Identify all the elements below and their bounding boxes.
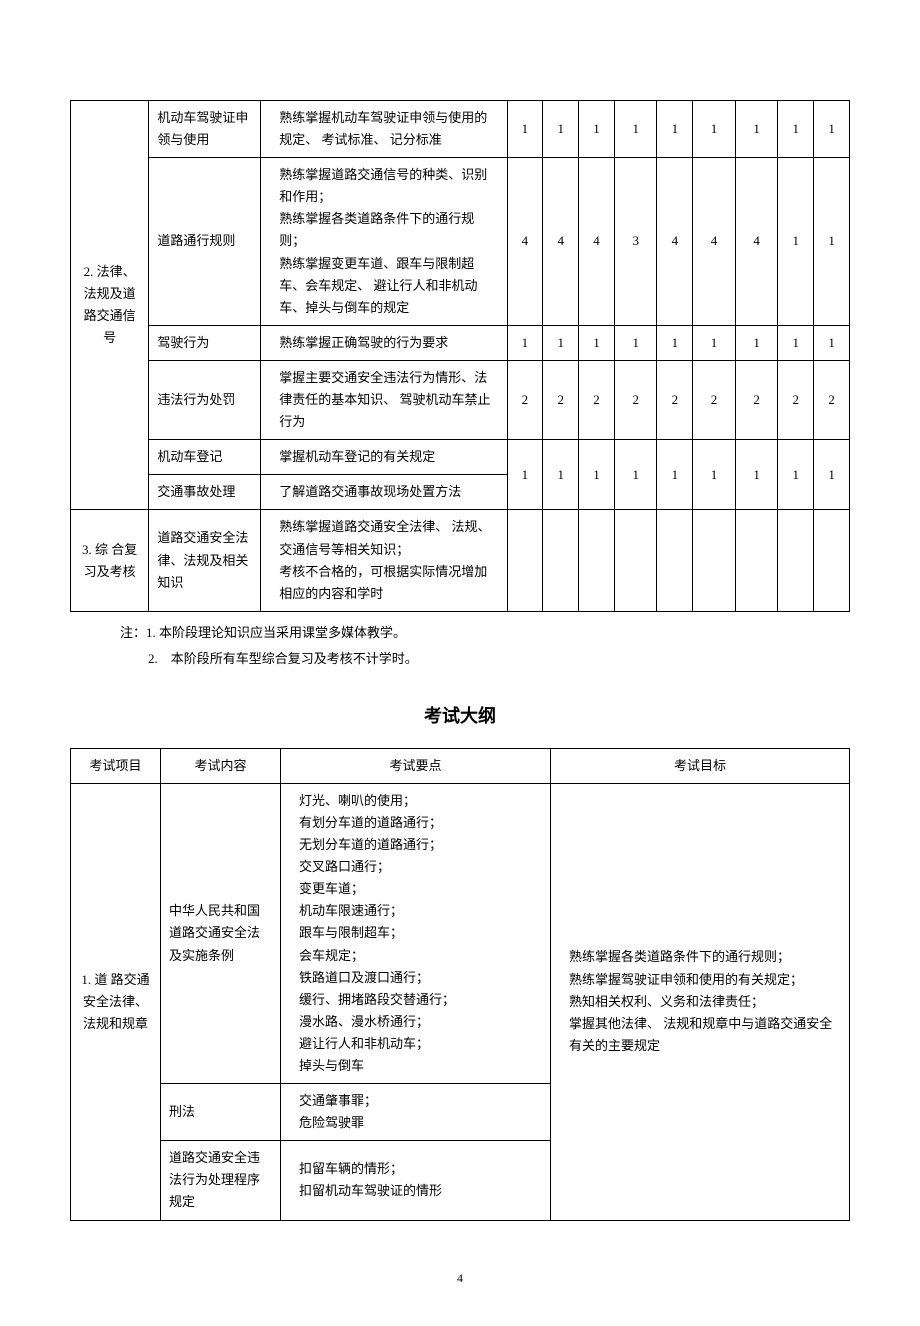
table-row: 3. 综 合复习及考核 道路交通安全法律、法规及相关知识 熟练掌握道路交通安全法… bbox=[71, 510, 850, 611]
note-text: 2. 本阶段所有车型综合复习及考核不计学时。 bbox=[148, 646, 850, 672]
desc-cell: 了解道路交通事故现场处置方法 bbox=[261, 475, 507, 510]
topic-cell: 机动车驾驶证申领与使用 bbox=[149, 101, 261, 158]
content-cell: 中华人民共和国道路交通安全法及实施条例 bbox=[161, 783, 281, 1083]
num-cell bbox=[543, 510, 579, 611]
note-text: 注：1. 本阶段理论知识应当采用课堂多媒体教学。 bbox=[120, 620, 850, 646]
num-cell: 2 bbox=[735, 360, 778, 439]
goal-cell: 熟练掌握各类道路条件下的通行规则；熟练掌握驾驶证申领和使用的有关规定；熟知相关权… bbox=[551, 783, 850, 1220]
num-cell bbox=[814, 510, 850, 611]
num-cell: 4 bbox=[693, 158, 736, 326]
num-cell: 1 bbox=[814, 101, 850, 158]
num-cell: 1 bbox=[735, 101, 778, 158]
topic-cell: 违法行为处罚 bbox=[149, 360, 261, 439]
num-cell: 1 bbox=[657, 101, 693, 158]
num-cell: 2 bbox=[693, 360, 736, 439]
num-cell: 2 bbox=[814, 360, 850, 439]
num-cell: 1 bbox=[693, 101, 736, 158]
num-cell: 2 bbox=[579, 360, 615, 439]
num-cell: 1 bbox=[579, 440, 615, 510]
topic-cell: 驾驶行为 bbox=[149, 325, 261, 360]
header-cell: 考试内容 bbox=[161, 748, 281, 783]
num-cell bbox=[657, 510, 693, 611]
num-cell: 1 bbox=[778, 158, 814, 326]
table-row: 2. 法律、法规及道路交通信号 机动车驾驶证申领与使用 熟练掌握机动车驾驶证申领… bbox=[71, 101, 850, 158]
num-cell: 1 bbox=[507, 440, 543, 510]
section-cell: 2. 法律、法规及道路交通信号 bbox=[71, 101, 149, 510]
num-cell: 2 bbox=[778, 360, 814, 439]
desc-cell: 熟练掌握道路交通安全法律、 法规、交通信号等相关知识；考核不合格的，可根据实际情… bbox=[261, 510, 507, 611]
desc-cell: 熟练掌握机动车驾驶证申领与使用的规定、 考试标准、 记分标准 bbox=[261, 101, 507, 158]
header-cell: 考试目标 bbox=[551, 748, 850, 783]
content-cell: 道路交通安全违法行为处理程序规定 bbox=[161, 1141, 281, 1220]
num-cell: 1 bbox=[735, 325, 778, 360]
num-cell: 1 bbox=[657, 440, 693, 510]
header-cell: 考试要点 bbox=[281, 748, 551, 783]
desc-cell: 熟练掌握道路交通信号的种类、识别和作用；熟练掌握各类道路条件下的通行规则；熟练掌… bbox=[261, 158, 507, 326]
num-cell: 1 bbox=[814, 158, 850, 326]
num-cell: 4 bbox=[579, 158, 615, 326]
num-cell: 1 bbox=[507, 325, 543, 360]
page-number: 4 bbox=[70, 1271, 850, 1286]
exam-outline-table: 考试项目 考试内容 考试要点 考试目标 1. 道 路交通安全法律、法规和规章 中… bbox=[70, 748, 850, 1221]
num-cell: 1 bbox=[657, 325, 693, 360]
num-cell: 4 bbox=[735, 158, 778, 326]
num-cell bbox=[693, 510, 736, 611]
desc-cell: 掌握机动车登记的有关规定 bbox=[261, 440, 507, 475]
num-cell: 1 bbox=[579, 101, 615, 158]
num-cell: 2 bbox=[614, 360, 657, 439]
num-cell: 1 bbox=[579, 325, 615, 360]
num-cell bbox=[778, 510, 814, 611]
num-cell: 1 bbox=[814, 325, 850, 360]
num-cell: 1 bbox=[614, 101, 657, 158]
num-cell: 1 bbox=[614, 325, 657, 360]
header-cell: 考试项目 bbox=[71, 748, 161, 783]
section-cell: 3. 综 合复习及考核 bbox=[71, 510, 149, 611]
desc-cell: 熟练掌握正确驾驶的行为要求 bbox=[261, 325, 507, 360]
desc-cell: 掌握主要交通安全违法行为情形、法律责任的基本知识、 驾驶机动车禁止行为 bbox=[261, 360, 507, 439]
content-cell: 刑法 bbox=[161, 1084, 281, 1141]
points-cell: 交通肇事罪；危险驾驶罪 bbox=[281, 1084, 551, 1141]
points-cell: 灯光、喇叭的使用；有划分车道的道路通行；无划分车道的道路通行；交叉路口通行；变更… bbox=[281, 783, 551, 1083]
table-header-row: 考试项目 考试内容 考试要点 考试目标 bbox=[71, 748, 850, 783]
topic-cell: 道路交通安全法律、法规及相关知识 bbox=[149, 510, 261, 611]
table-row: 违法行为处罚 掌握主要交通安全违法行为情形、法律责任的基本知识、 驾驶机动车禁止… bbox=[71, 360, 850, 439]
num-cell: 4 bbox=[657, 158, 693, 326]
num-cell: 1 bbox=[543, 440, 579, 510]
table-row: 机动车登记 掌握机动车登记的有关规定 1 1 1 1 1 1 1 1 1 bbox=[71, 440, 850, 475]
table-row: 1. 道 路交通安全法律、法规和规章 中华人民共和国道路交通安全法及实施条例 灯… bbox=[71, 783, 850, 1083]
num-cell bbox=[507, 510, 543, 611]
points-cell: 扣留车辆的情形；扣留机动车驾驶证的情形 bbox=[281, 1141, 551, 1220]
num-cell bbox=[735, 510, 778, 611]
num-cell: 1 bbox=[778, 101, 814, 158]
num-cell: 1 bbox=[778, 325, 814, 360]
num-cell: 2 bbox=[657, 360, 693, 439]
num-cell: 2 bbox=[507, 360, 543, 439]
num-cell: 2 bbox=[543, 360, 579, 439]
num-cell bbox=[614, 510, 657, 611]
table-row: 道路通行规则 熟练掌握道路交通信号的种类、识别和作用；熟练掌握各类道路条件下的通… bbox=[71, 158, 850, 326]
topic-cell: 道路通行规则 bbox=[149, 158, 261, 326]
num-cell: 1 bbox=[543, 101, 579, 158]
num-cell: 1 bbox=[693, 325, 736, 360]
num-cell: 4 bbox=[543, 158, 579, 326]
num-cell: 1 bbox=[507, 101, 543, 158]
num-cell: 1 bbox=[614, 440, 657, 510]
num-cell bbox=[579, 510, 615, 611]
topic-cell: 机动车登记 bbox=[149, 440, 261, 475]
curriculum-table: 2. 法律、法规及道路交通信号 机动车驾驶证申领与使用 熟练掌握机动车驾驶证申领… bbox=[70, 100, 850, 612]
notes-block: 注：1. 本阶段理论知识应当采用课堂多媒体教学。 2. 本阶段所有车型综合复习及… bbox=[120, 620, 850, 672]
num-cell: 4 bbox=[507, 158, 543, 326]
num-cell: 1 bbox=[693, 440, 736, 510]
num-cell: 1 bbox=[543, 325, 579, 360]
table-row: 驾驶行为 熟练掌握正确驾驶的行为要求 1 1 1 1 1 1 1 1 1 bbox=[71, 325, 850, 360]
section-cell: 1. 道 路交通安全法律、法规和规章 bbox=[71, 783, 161, 1220]
num-cell: 1 bbox=[814, 440, 850, 510]
num-cell: 3 bbox=[614, 158, 657, 326]
num-cell: 1 bbox=[735, 440, 778, 510]
num-cell: 1 bbox=[778, 440, 814, 510]
topic-cell: 交通事故处理 bbox=[149, 475, 261, 510]
section-title: 考试大纲 bbox=[70, 702, 850, 728]
